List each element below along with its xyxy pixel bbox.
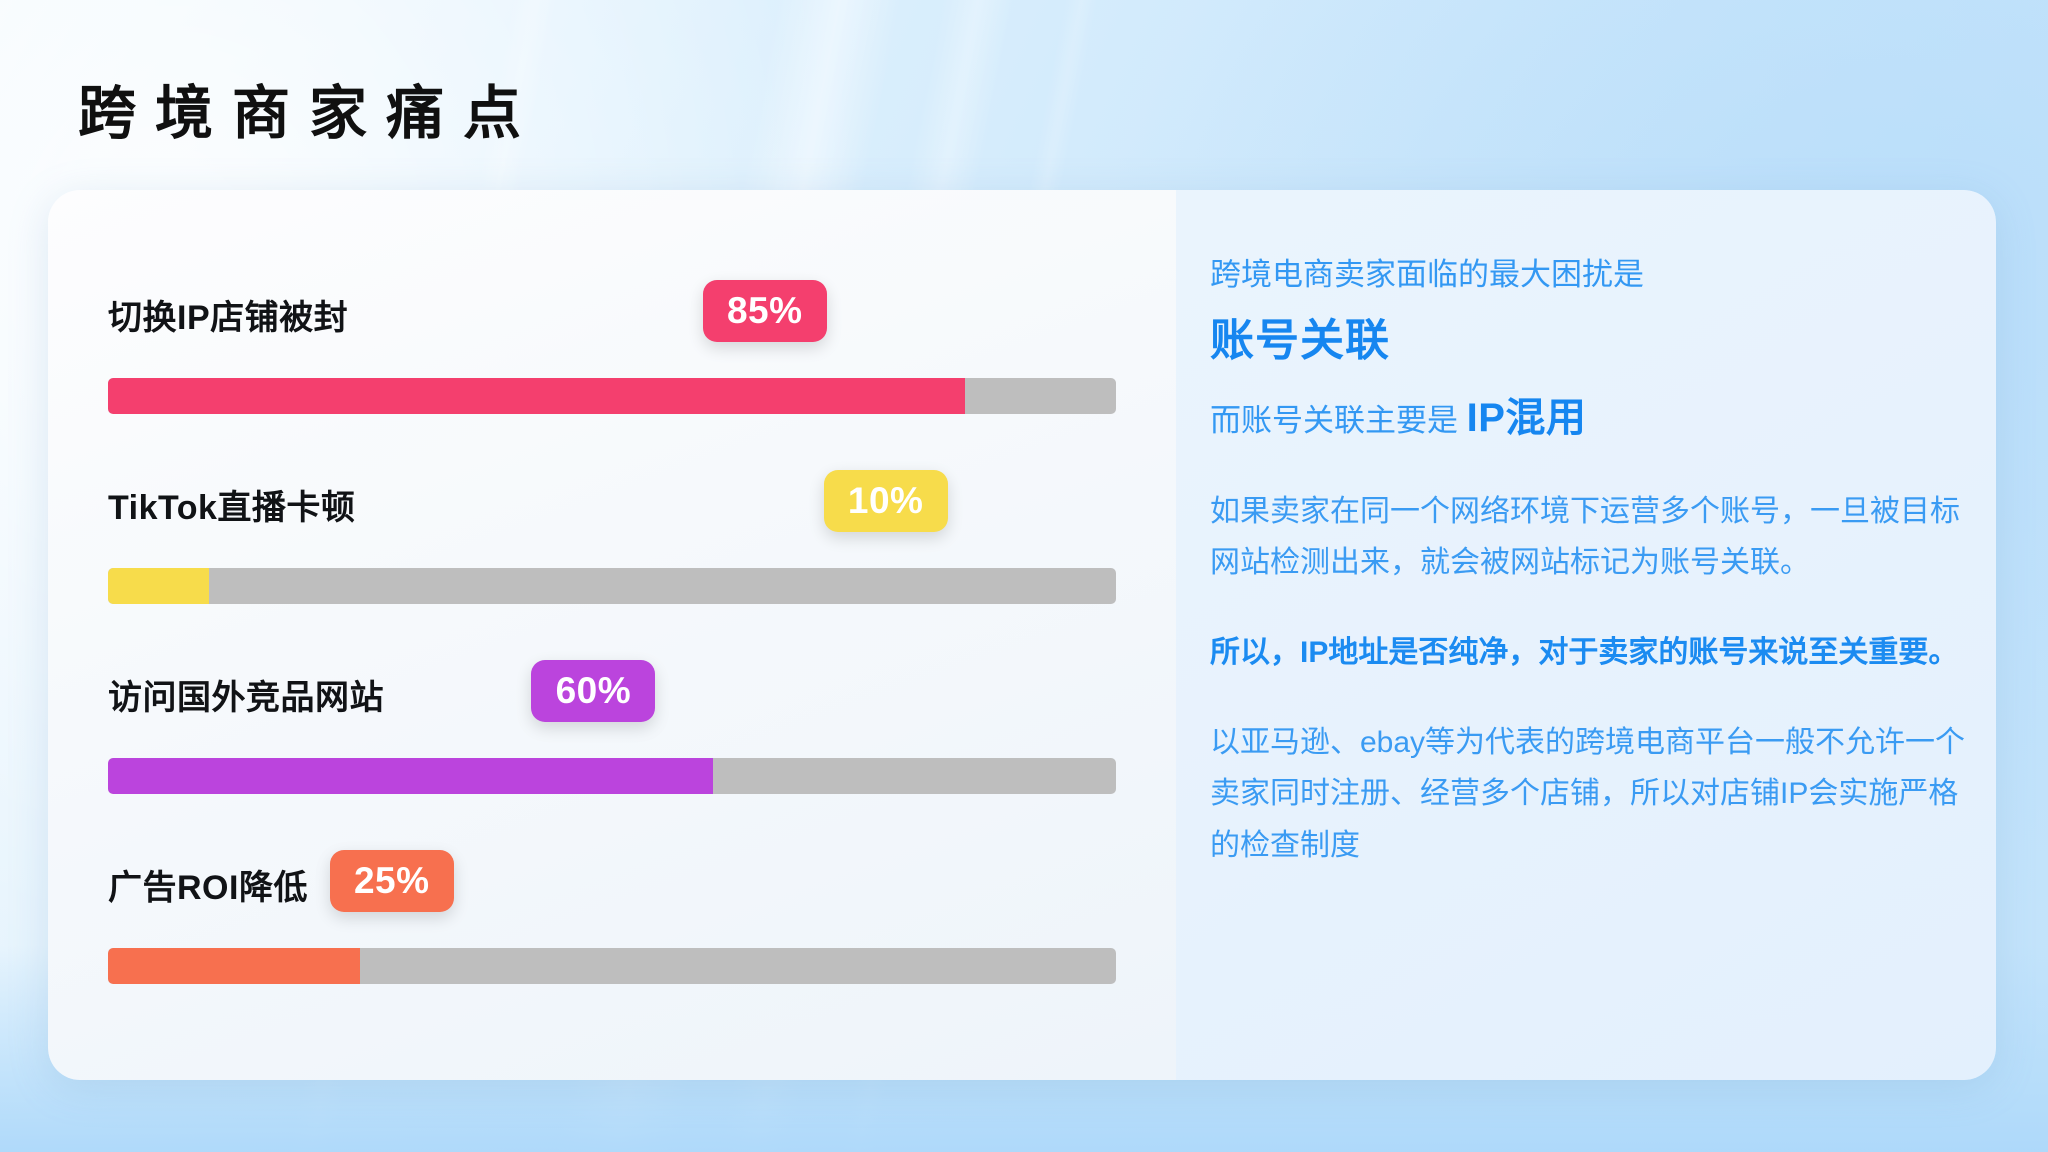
bar-track — [108, 378, 1116, 414]
bar-header: 广告ROI降低 25% — [108, 828, 1116, 940]
bar-row: 切换IP店铺被封 85% — [108, 258, 1116, 448]
bar-label: 访问国外竞品网站 — [108, 678, 384, 717]
content-panel: 切换IP店铺被封 85% TikTok直播卡顿 10% 访问国外竞品网站 — [48, 190, 1996, 1080]
explanation-subline-prefix: 而账号关联主要是 — [1210, 402, 1467, 438]
explanation-text-block: 跨境电商卖家面临的最大困扰是 账号关联 而账号关联主要是 IP混用 如果卖家在同… — [1210, 252, 1966, 871]
bar-track — [108, 568, 1116, 604]
explanation-paragraph-3: 以亚马逊、ebay等为代表的跨境电商平台一般不允许一个卖家同时注册、经营多个店铺… — [1210, 725, 1966, 862]
explanation-paragraph-1: 如果卖家在同一个网络环境下运营多个账号，一旦被目标网站检测出来，就会被网站标记为… — [1210, 494, 1960, 580]
bar-value-badge: 10% — [823, 470, 948, 532]
bar-label: 切换IP店铺被封 — [108, 298, 349, 337]
bar-label: TikTok直播卡顿 — [108, 488, 356, 527]
explanation-card: 跨境电商卖家面临的最大困扰是 账号关联 而账号关联主要是 IP混用 如果卖家在同… — [1176, 190, 1996, 1080]
bar-chart: 切换IP店铺被封 85% TikTok直播卡顿 10% 访问国外竞品网站 — [108, 258, 1116, 1018]
bar-row: 广告ROI降低 25% — [108, 828, 1116, 1018]
pain-points-chart-card: 切换IP店铺被封 85% TikTok直播卡顿 10% 访问国外竞品网站 — [48, 190, 1176, 1080]
bar-value-badge: 85% — [702, 280, 827, 342]
bar-track — [108, 758, 1116, 794]
bar-value-badge: 25% — [329, 850, 454, 912]
bar-header: 切换IP店铺被封 85% — [108, 258, 1116, 370]
bar-fill — [108, 568, 209, 604]
bar-fill — [108, 948, 360, 984]
bar-track — [108, 948, 1116, 984]
bar-fill — [108, 758, 713, 794]
bar-row: 访问国外竞品网站 60% — [108, 638, 1116, 828]
explanation-headline: 账号关联 — [1210, 315, 1390, 365]
bar-label: 广告ROI降低 — [108, 868, 308, 907]
explanation-lead: 跨境电商卖家面临的最大困扰是 — [1210, 257, 1644, 292]
bar-header: TikTok直播卡顿 10% — [108, 448, 1116, 560]
page-title: 跨境商家痛点 — [78, 81, 541, 146]
bar-fill — [108, 378, 965, 414]
bar-header: 访问国外竞品网站 60% — [108, 638, 1116, 750]
explanation-subline-strong: IP混用 — [1466, 395, 1587, 440]
explanation-paragraph-2: 所以，IP地址是否纯净，对于卖家的账号来说至关重要。 — [1210, 636, 1959, 670]
bar-value-badge: 60% — [531, 660, 656, 722]
bar-row: TikTok直播卡顿 10% — [108, 448, 1116, 638]
explanation-subline: 而账号关联主要是 IP混用 — [1210, 388, 1966, 448]
